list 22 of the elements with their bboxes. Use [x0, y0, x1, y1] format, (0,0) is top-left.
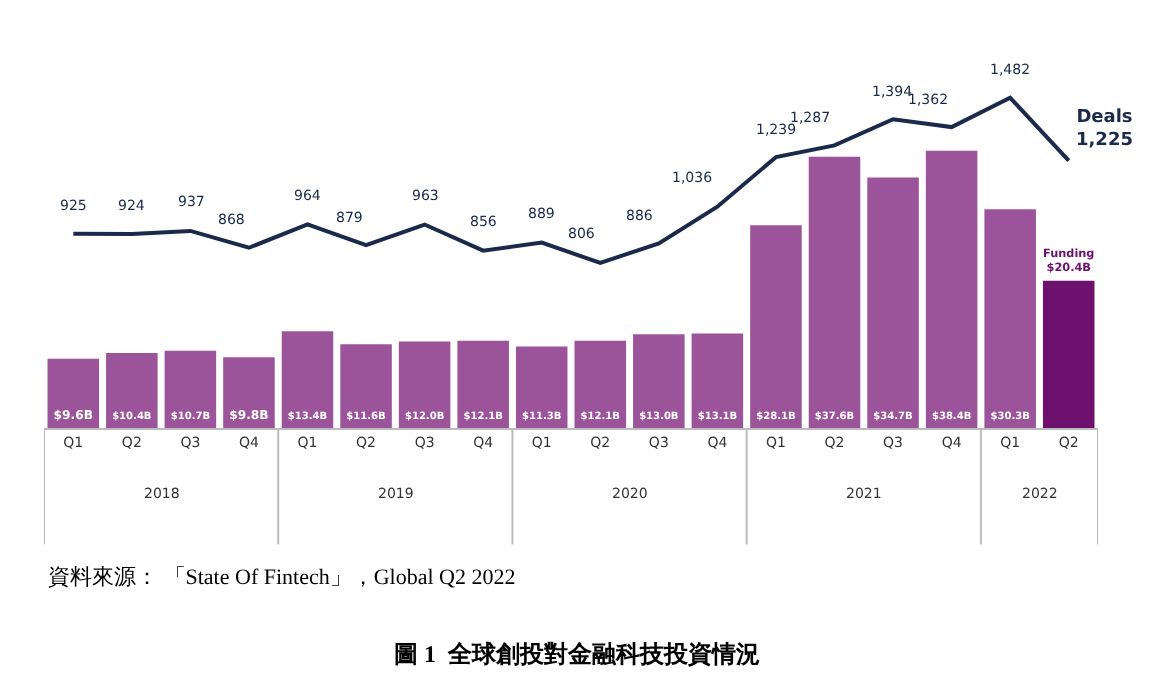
bar: [1042, 280, 1095, 428]
bar: [457, 340, 509, 428]
series-label: Deals: [1076, 108, 1133, 128]
bar: [515, 346, 568, 428]
bar: [164, 350, 217, 428]
bar: [574, 340, 627, 428]
bar: [47, 358, 100, 428]
bar: [106, 352, 158, 428]
bar: [691, 333, 744, 428]
bar: [398, 341, 451, 428]
bar: [984, 209, 1036, 428]
bar: [281, 331, 334, 428]
text: 圖 1 全球創投對金融科技投資情況: [394, 639, 760, 668]
bar: [925, 150, 978, 428]
bar: [223, 357, 275, 428]
bar: [340, 344, 392, 428]
data-label: 1,225: [1076, 131, 1133, 152]
bar: [633, 334, 685, 428]
bar: [867, 177, 919, 428]
source-note: 資料來源： 「State Of Fintech」，Global Q2 2022: [48, 564, 516, 590]
bar: [808, 156, 861, 428]
bar: [750, 225, 802, 428]
